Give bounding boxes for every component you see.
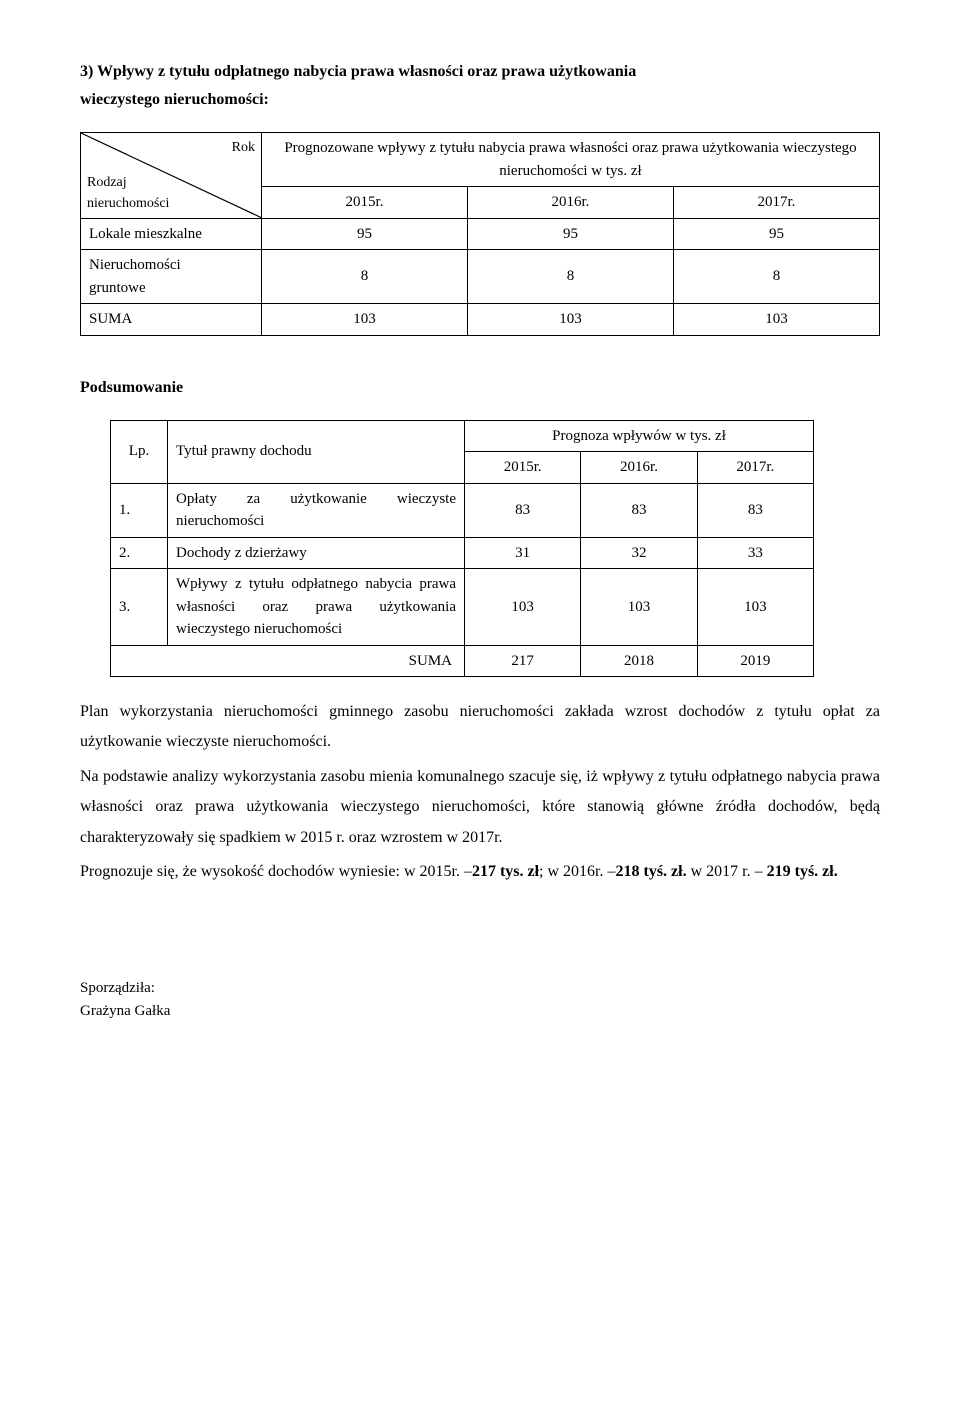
row-label-sum: SUMA <box>81 304 262 336</box>
cell-lp: 3. <box>111 569 168 646</box>
cell-label: Wpływy z tytułu odpłatnego nabycia prawa… <box>168 569 465 646</box>
table1-year-0: 2015r. <box>262 187 468 219</box>
table1-year-1: 2016r. <box>467 187 673 219</box>
cell-value: 103 <box>262 304 468 336</box>
cell-label: Opłaty za użytkowanie wieczyste nierucho… <box>168 483 465 537</box>
cell-value: 83 <box>697 483 813 537</box>
col-head-title: Tytuł prawny dochodu <box>168 420 465 483</box>
cell-value: 103 <box>697 569 813 646</box>
cell-value: 8 <box>262 250 468 304</box>
col-head-lp: Lp. <box>111 420 168 483</box>
diag-header-cell: Rok Rodzaj nieruchomości <box>81 133 262 219</box>
cell-value: 8 <box>467 250 673 304</box>
cell-value: 2019 <box>697 645 813 677</box>
cell-value: 2018 <box>581 645 697 677</box>
cell-value: 95 <box>673 218 879 250</box>
paragraph-3: Prognozuje się, że wysokość dochodów wyn… <box>80 857 880 887</box>
table-row: 2. Dochody z dzierżawy 31 32 33 <box>111 537 814 569</box>
table2-year-2: 2017r. <box>697 452 813 484</box>
table-row: 3. Wpływy z tytułu odpłatnego nabycia pr… <box>111 569 814 646</box>
table-row: Nieruchomości gruntowe 8 8 8 <box>81 250 880 304</box>
cell-value: 8 <box>673 250 879 304</box>
table-row-sum: SUMA 217 2018 2019 <box>111 645 814 677</box>
cell-value: 103 <box>581 569 697 646</box>
table1-year-2: 2017r. <box>673 187 879 219</box>
cell-value: 33 <box>697 537 813 569</box>
table-forecast-inflows: Rok Rodzaj nieruchomości Prognozowane wp… <box>80 132 880 336</box>
cell-value: 217 <box>465 645 581 677</box>
row-label: Lokale mieszkalne <box>81 218 262 250</box>
table1-group-header: Prognozowane wpływy z tytułu nabycia pra… <box>262 133 880 187</box>
cell-value: 32 <box>581 537 697 569</box>
col-head-group: Prognoza wpływów w tys. zł <box>465 420 814 452</box>
paragraph-2: Na podstawie analizy wykorzystania zasob… <box>80 762 880 853</box>
cell-value: 95 <box>467 218 673 250</box>
cell-value: 95 <box>262 218 468 250</box>
footer-line1: Sporządziła: <box>80 977 880 1000</box>
footer-line2: Grażyna Gałka <box>80 1000 880 1023</box>
cell-label: Dochody z dzierżawy <box>168 537 465 569</box>
diag-bottom-label: Rodzaj nieruchomości <box>87 172 169 214</box>
table-row: Lokale mieszkalne 95 95 95 <box>81 218 880 250</box>
cell-value: 103 <box>467 304 673 336</box>
cell-lp: 2. <box>111 537 168 569</box>
subheading-podsumowanie: Podsumowanie <box>80 376 880 400</box>
row-label: Nieruchomości gruntowe <box>81 250 262 304</box>
table2-year-1: 2016r. <box>581 452 697 484</box>
table-row: 1. Opłaty za użytkowanie wieczyste nieru… <box>111 483 814 537</box>
cell-value: 83 <box>465 483 581 537</box>
sum-label: SUMA <box>111 645 465 677</box>
section-title-line2: wieczystego nieruchomości: <box>80 88 880 112</box>
cell-value: 31 <box>465 537 581 569</box>
footer: Sporządziła: Grażyna Gałka <box>80 977 880 1022</box>
cell-value: 83 <box>581 483 697 537</box>
table2-year-0: 2015r. <box>465 452 581 484</box>
paragraph-1: Plan wykorzystania nieruchomości gminneg… <box>80 697 880 758</box>
section-title-line1: 3) Wpływy z tytułu odpłatnego nabycia pr… <box>80 60 880 84</box>
diag-top-label: Rok <box>232 137 255 158</box>
table-summary: Lp. Tytuł prawny dochodu Prognoza wpływó… <box>110 420 814 678</box>
cell-value: 103 <box>465 569 581 646</box>
table-row: SUMA 103 103 103 <box>81 304 880 336</box>
cell-value: 103 <box>673 304 879 336</box>
cell-lp: 1. <box>111 483 168 537</box>
